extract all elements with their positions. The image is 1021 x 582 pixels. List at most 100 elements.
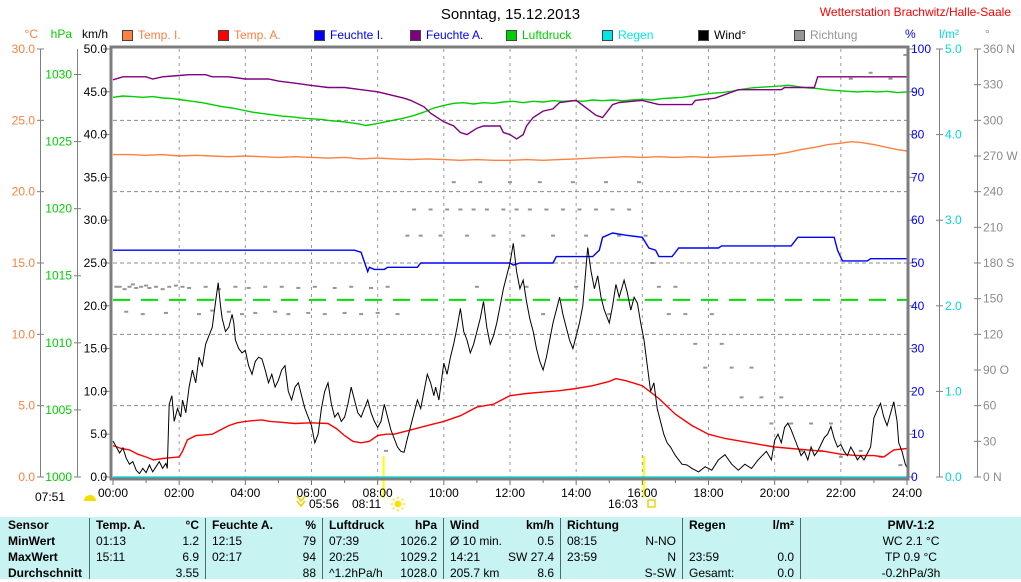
stats-avg-value: 3.55 bbox=[175, 566, 199, 580]
series-richtung-dot bbox=[560, 208, 565, 211]
series-richtung-dot bbox=[769, 422, 774, 425]
series-richtung-dot bbox=[233, 285, 238, 288]
stats-max-cell: 23:59 N bbox=[561, 550, 682, 566]
stats-min-cell: 01:13 1.2 bbox=[90, 534, 205, 550]
series-richtung-dot bbox=[650, 262, 655, 264]
series-temp-i bbox=[113, 140, 908, 162]
series-richtung-dot bbox=[627, 208, 632, 211]
series-richtung-dot bbox=[524, 285, 529, 288]
stats-min-value: WC 2.1 °C bbox=[882, 534, 940, 548]
series-richtung-dot bbox=[888, 77, 893, 80]
series-richtung-dot bbox=[197, 313, 202, 316]
series-richtung-dot bbox=[666, 313, 671, 316]
axis-tick-label: 1015 bbox=[45, 269, 72, 283]
series-richtung-dot bbox=[359, 313, 364, 316]
legend-item-3: Feuchte A. bbox=[410, 28, 506, 42]
axis-unit-rain: l/m² bbox=[939, 27, 959, 41]
stats-min-value: 1.2 bbox=[182, 534, 199, 548]
legend-label: Temp. A. bbox=[234, 28, 281, 42]
stats-row-label-text: MinWert bbox=[8, 534, 56, 548]
moonset-time: 05:56 bbox=[309, 497, 339, 511]
x-axis-label: 12:00 bbox=[495, 486, 525, 500]
stats-header-unit: hPa bbox=[414, 518, 437, 532]
stats-max-time: 02:17 bbox=[212, 550, 243, 564]
axis-tick-label: 50 bbox=[911, 256, 925, 270]
axis-tick-label: 150 bbox=[983, 292, 1003, 306]
stats-min-time: 07:39 bbox=[329, 534, 360, 548]
x-axis-label: 00:00 bbox=[98, 486, 128, 500]
series-richtung-dot bbox=[134, 286, 139, 289]
axis-tick-label: 30.0 bbox=[12, 42, 36, 56]
stats-header-name: Richtung bbox=[567, 518, 619, 532]
axis-tick-label: 5.0 bbox=[945, 42, 962, 56]
stats-row-label: Durchschnitt bbox=[0, 566, 89, 582]
axis-tick-label: 25.0 bbox=[84, 256, 108, 270]
stats-max-time: 23:59 bbox=[567, 550, 598, 564]
series-richtung-dot bbox=[570, 181, 575, 184]
series-richtung-dot bbox=[858, 449, 863, 452]
series-richtung-dot bbox=[332, 286, 337, 289]
legend-label: Wind° bbox=[714, 28, 747, 42]
legend-swatch-icon bbox=[410, 29, 421, 41]
stats-max-cell: 14:21 SW 27.4 bbox=[444, 550, 560, 566]
series-richtung-dot bbox=[508, 181, 512, 184]
series-richtung-dot bbox=[273, 310, 278, 313]
series-richtung-dot bbox=[759, 396, 764, 399]
axis-tick-label: 100 bbox=[911, 42, 931, 56]
series-feuchte-i bbox=[113, 232, 907, 274]
stats-avg-cell: Gesamt: 0.0 bbox=[683, 566, 800, 582]
stats-header-unit: °C bbox=[185, 518, 199, 532]
axis-tick-label: 270 W bbox=[983, 149, 1018, 163]
axis-tick-label: 5.0 bbox=[18, 399, 35, 413]
axis-tick-label: 15.0 bbox=[84, 342, 108, 356]
axis-tick-label: 1005 bbox=[45, 403, 72, 417]
series-richtung-dot bbox=[474, 285, 479, 288]
series-richtung-dot bbox=[144, 284, 149, 287]
stats-min-cell: Ø 10 min. 0.5 bbox=[444, 534, 560, 550]
series-richtung-dot bbox=[673, 285, 678, 288]
page-title: Sonntag, 15.12.2013 bbox=[440, 6, 581, 23]
sunset-icon bbox=[647, 499, 656, 508]
stats-max-cell: TP 0.9 °C bbox=[801, 550, 1021, 566]
series-richtung-dot bbox=[154, 285, 159, 288]
axis-tick-label: 0.0 bbox=[945, 470, 962, 484]
axis-tick-label: 50.0 bbox=[84, 42, 108, 56]
axis-tick-label: 0 N bbox=[983, 470, 1002, 484]
series-richtung-dot bbox=[544, 208, 549, 211]
x-axis-label: 14:00 bbox=[561, 486, 591, 500]
stats-min-time: 01:13 bbox=[96, 534, 127, 548]
legend-swatch-icon bbox=[506, 29, 517, 41]
stats-max-time: 14:21 bbox=[450, 550, 481, 564]
series-richtung-dot bbox=[537, 181, 542, 184]
stats-avg-value: 1028.0 bbox=[400, 566, 437, 580]
legend-swatch-icon bbox=[122, 29, 133, 41]
station-name: Wetterstation Brachwitz/Halle-Saale bbox=[819, 5, 1011, 19]
axis-tick-label: 0.0 bbox=[90, 470, 107, 484]
stats-avg-time: 205.7 km bbox=[450, 566, 500, 580]
axis-tick-label: 1000 bbox=[45, 470, 72, 484]
series-richtung-dot bbox=[369, 286, 374, 289]
series-richtung-dot bbox=[749, 366, 754, 369]
axis-tick-label: 45.0 bbox=[84, 85, 108, 99]
legend-item-2: Feuchte I. bbox=[314, 28, 410, 42]
series-richtung-dot bbox=[306, 311, 311, 314]
stats-min-value: 1026.2 bbox=[400, 534, 437, 548]
series-richtung-dot bbox=[438, 234, 443, 237]
series-richtung-dot bbox=[342, 311, 347, 314]
stats-max-value: 6.9 bbox=[182, 550, 199, 564]
stats-avg-time: ^1.2hPa/h bbox=[329, 566, 383, 580]
series-richtung-dot bbox=[312, 285, 317, 288]
series-richtung-dot bbox=[385, 285, 390, 288]
stats-header: Temp. A. °C bbox=[90, 518, 205, 534]
series-richtung-dot bbox=[719, 342, 724, 345]
axis-tick-label: 4.0 bbox=[945, 128, 962, 142]
stats-header: Regen l/m² bbox=[683, 518, 800, 534]
axis-tick-label: 40 bbox=[911, 299, 925, 313]
series-richtung-dot bbox=[187, 286, 192, 289]
stats-row-label-text: Durchschnitt bbox=[8, 566, 83, 580]
chart-canvas: 30.025.020.015.010.05.00.010301025102010… bbox=[12, 42, 1018, 512]
stats-max-cell: 15:11 6.9 bbox=[90, 550, 205, 566]
series-richtung-dot bbox=[527, 208, 532, 211]
legend-swatch-icon bbox=[794, 29, 805, 41]
series-richtung-dot bbox=[868, 71, 873, 74]
